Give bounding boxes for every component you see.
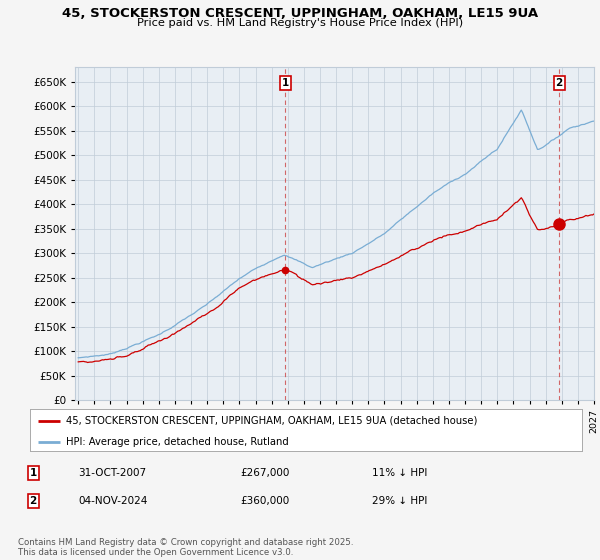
Text: 31-OCT-2007: 31-OCT-2007 [78, 468, 146, 478]
Text: 11% ↓ HPI: 11% ↓ HPI [372, 468, 427, 478]
Text: 1: 1 [281, 78, 289, 88]
Text: HPI: Average price, detached house, Rutland: HPI: Average price, detached house, Rutl… [66, 437, 289, 446]
Text: 2: 2 [556, 78, 563, 88]
Text: 45, STOCKERSTON CRESCENT, UPPINGHAM, OAKHAM, LE15 9UA (detached house): 45, STOCKERSTON CRESCENT, UPPINGHAM, OAK… [66, 416, 477, 426]
Text: 2: 2 [29, 496, 37, 506]
Text: 04-NOV-2024: 04-NOV-2024 [78, 496, 148, 506]
Text: 45, STOCKERSTON CRESCENT, UPPINGHAM, OAKHAM, LE15 9UA: 45, STOCKERSTON CRESCENT, UPPINGHAM, OAK… [62, 7, 538, 20]
Text: £267,000: £267,000 [240, 468, 289, 478]
Text: £360,000: £360,000 [240, 496, 289, 506]
Text: Contains HM Land Registry data © Crown copyright and database right 2025.
This d: Contains HM Land Registry data © Crown c… [18, 538, 353, 557]
Text: 29% ↓ HPI: 29% ↓ HPI [372, 496, 427, 506]
Text: 1: 1 [29, 468, 37, 478]
Text: Price paid vs. HM Land Registry's House Price Index (HPI): Price paid vs. HM Land Registry's House … [137, 18, 463, 28]
